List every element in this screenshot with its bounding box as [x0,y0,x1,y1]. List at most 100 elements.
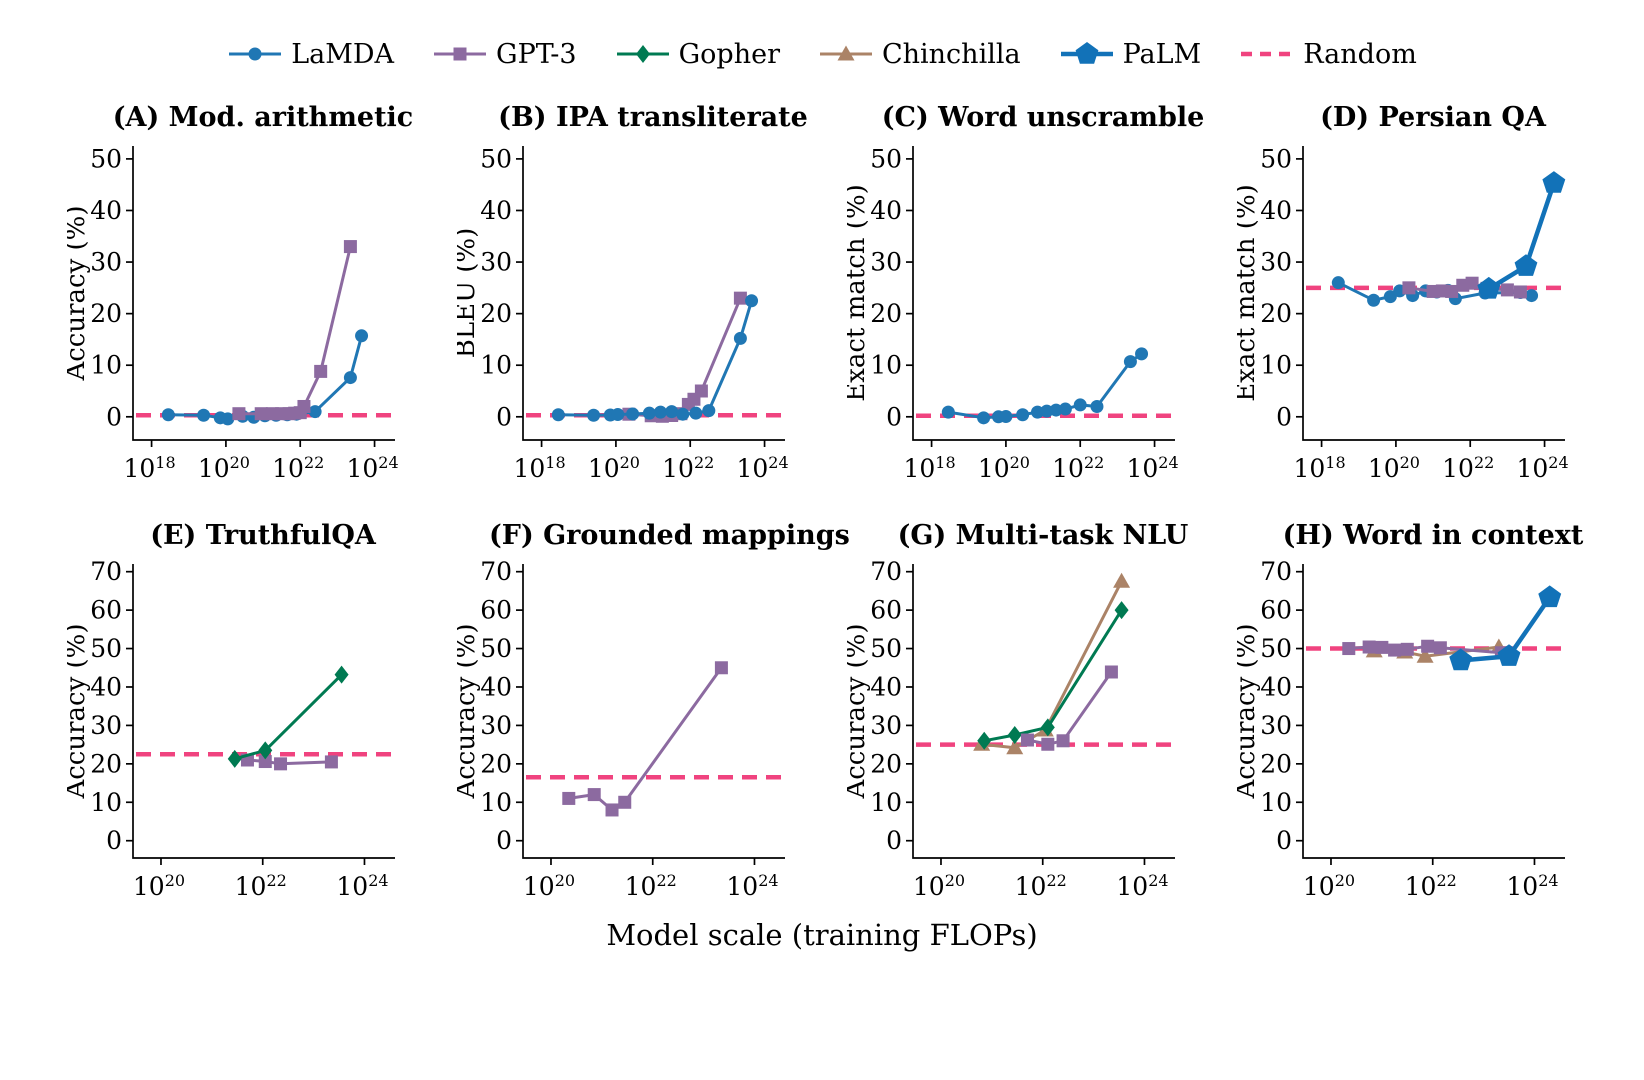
panel-e-truthfulqa: (E) TruthfulQA 1020 1022 1024 0 10 20 30 40 50 60… [47,516,427,904]
legend: LaMDA GPT-3 Gopher Chinchilla PaLM Rando… [0,34,1644,74]
legend-label: Random [1303,38,1417,70]
panel-b-chart: 1018 1020 1022 1024 0 10 20 30 40 50 BLEU (%) [451,138,797,486]
svg-text:10: 10 [90,788,122,817]
svg-text:10: 10 [870,788,902,817]
svg-text:1024: 1024 [726,871,778,901]
panel-c-chart: 1018 1020 1022 1024 0 10 20 30 40 50 Exact match (… [841,138,1187,486]
svg-text:Exact match (%): Exact match (%) [1237,184,1261,402]
svg-text:40: 40 [870,196,902,225]
svg-text:20: 20 [90,749,122,778]
svg-text:30: 30 [480,248,512,277]
svg-text:70: 70 [1260,557,1292,586]
panel-title: (C) Word unscramble [881,102,1205,133]
legend-item-palm: PaLM [1059,38,1202,70]
svg-text:1022: 1022 [662,453,714,483]
svg-text:0: 0 [886,402,902,431]
svg-text:50: 50 [1260,144,1292,173]
svg-text:30: 30 [480,711,512,740]
svg-text:0: 0 [886,826,902,855]
svg-text:Accuracy (%): Accuracy (%) [457,623,481,799]
svg-text:10: 10 [480,788,512,817]
emergent-abilities-figure: LaMDA GPT-3 Gopher Chinchilla PaLM Rando… [0,34,1644,953]
svg-text:30: 30 [870,248,902,277]
panel-title: (A) Mod. arithmetic [112,102,414,133]
svg-text:0: 0 [1276,826,1292,855]
svg-text:20: 20 [480,749,512,778]
svg-text:1020: 1020 [1368,453,1420,483]
legend-label: PaLM [1122,38,1202,70]
panel-e-chart: 1020 1022 1024 0 10 20 30 40 50 60 70 Accuracy (%) [61,556,407,904]
svg-text:10: 10 [480,351,512,380]
svg-text:Accuracy (%): Accuracy (%) [67,623,91,799]
svg-text:0: 0 [496,826,512,855]
svg-text:0: 0 [496,402,512,431]
svg-text:1024: 1024 [336,871,388,901]
svg-text:10: 10 [1260,351,1292,380]
panel-h-word-in-context: (H) Word in context 1020 1022 1024 0 10 20 30 4… [1217,516,1597,904]
legend-item-gpt3: GPT-3 [432,39,577,70]
svg-text:1022: 1022 [625,871,677,901]
legend-label: GPT-3 [496,38,577,70]
svg-text:20: 20 [90,299,122,328]
svg-text:70: 70 [90,557,122,586]
svg-text:1020: 1020 [133,871,185,901]
panel-d-chart: 1018 1020 1022 1024 0 10 20 30 40 50 Exact match (… [1231,138,1577,486]
svg-text:1022: 1022 [1442,453,1494,483]
legend-label: LaMDA [291,38,395,70]
svg-text:40: 40 [1260,196,1292,225]
svg-text:60: 60 [1260,596,1292,625]
panel-title: (B) IPA transliterate [498,102,808,133]
svg-text:40: 40 [480,196,512,225]
svg-text:60: 60 [870,596,902,625]
panel-title: (G) Multi-task NLU [897,520,1189,551]
legend-item-random: Random [1239,39,1417,70]
panel-a-mod-arithmetic: (A) Mod. arithmetic 1018 1020 1022 1024 0 10 2… [47,98,427,486]
svg-text:30: 30 [1260,248,1292,277]
lamda-circle-marker-icon [227,41,283,67]
svg-text:Accuracy (%): Accuracy (%) [1237,623,1261,799]
svg-text:0: 0 [106,402,122,431]
svg-text:1024: 1024 [736,453,788,483]
gpt3-square-marker-icon [432,41,488,67]
svg-text:30: 30 [90,711,122,740]
svg-text:30: 30 [870,711,902,740]
svg-text:50: 50 [870,144,902,173]
svg-text:20: 20 [1260,749,1292,778]
panel-g-multi-task-nlu: (G) Multi-task NLU 1020 1022 1024 0 10 20 30 40… [827,516,1207,904]
svg-text:1024: 1024 [1506,871,1558,901]
svg-text:50: 50 [480,634,512,663]
svg-text:30: 30 [90,248,122,277]
palm-pentagon-marker-icon [1059,41,1115,67]
svg-text:40: 40 [870,672,902,701]
svg-text:BLEU (%): BLEU (%) [457,228,481,359]
svg-text:50: 50 [90,634,122,663]
svg-text:1022: 1022 [272,453,324,483]
svg-text:Accuracy (%): Accuracy (%) [847,623,871,799]
svg-text:10: 10 [1260,788,1292,817]
legend-item-gopher: Gopher [615,39,780,70]
svg-text:40: 40 [1260,672,1292,701]
panel-f-chart: 1020 1022 1024 0 10 20 30 40 50 60 70 Accuracy (%) [451,556,797,904]
x-axis-label: Model scale (training FLOPs) [606,918,1038,952]
svg-text:30: 30 [1260,711,1292,740]
svg-text:0: 0 [1276,402,1292,431]
chinchilla-triangle-marker-icon [818,41,874,67]
panel-h-chart: 1020 1022 1024 0 10 20 30 40 50 60 70 Accuracy (%) [1231,556,1577,904]
svg-text:20: 20 [1260,299,1292,328]
legend-item-lamda: LaMDA [227,39,394,70]
svg-text:1018: 1018 [903,453,955,483]
svg-text:20: 20 [870,299,902,328]
svg-text:50: 50 [480,144,512,173]
svg-text:1018: 1018 [513,453,565,483]
svg-text:Exact match (%): Exact match (%) [847,184,871,402]
svg-text:50: 50 [1260,634,1292,663]
svg-text:1024: 1024 [346,453,398,483]
svg-text:1024: 1024 [1516,453,1568,483]
svg-text:1022: 1022 [1015,871,1067,901]
svg-text:1024: 1024 [1126,453,1178,483]
svg-text:Accuracy (%): Accuracy (%) [67,205,91,381]
random-dashed-line-icon [1239,41,1295,67]
panel-d-persian-qa: (D) Persian QA 1018 1020 1022 1024 0 10 20 30 40… [1217,98,1597,486]
legend-item-chinchilla: Chinchilla [818,39,1021,70]
svg-text:40: 40 [480,672,512,701]
